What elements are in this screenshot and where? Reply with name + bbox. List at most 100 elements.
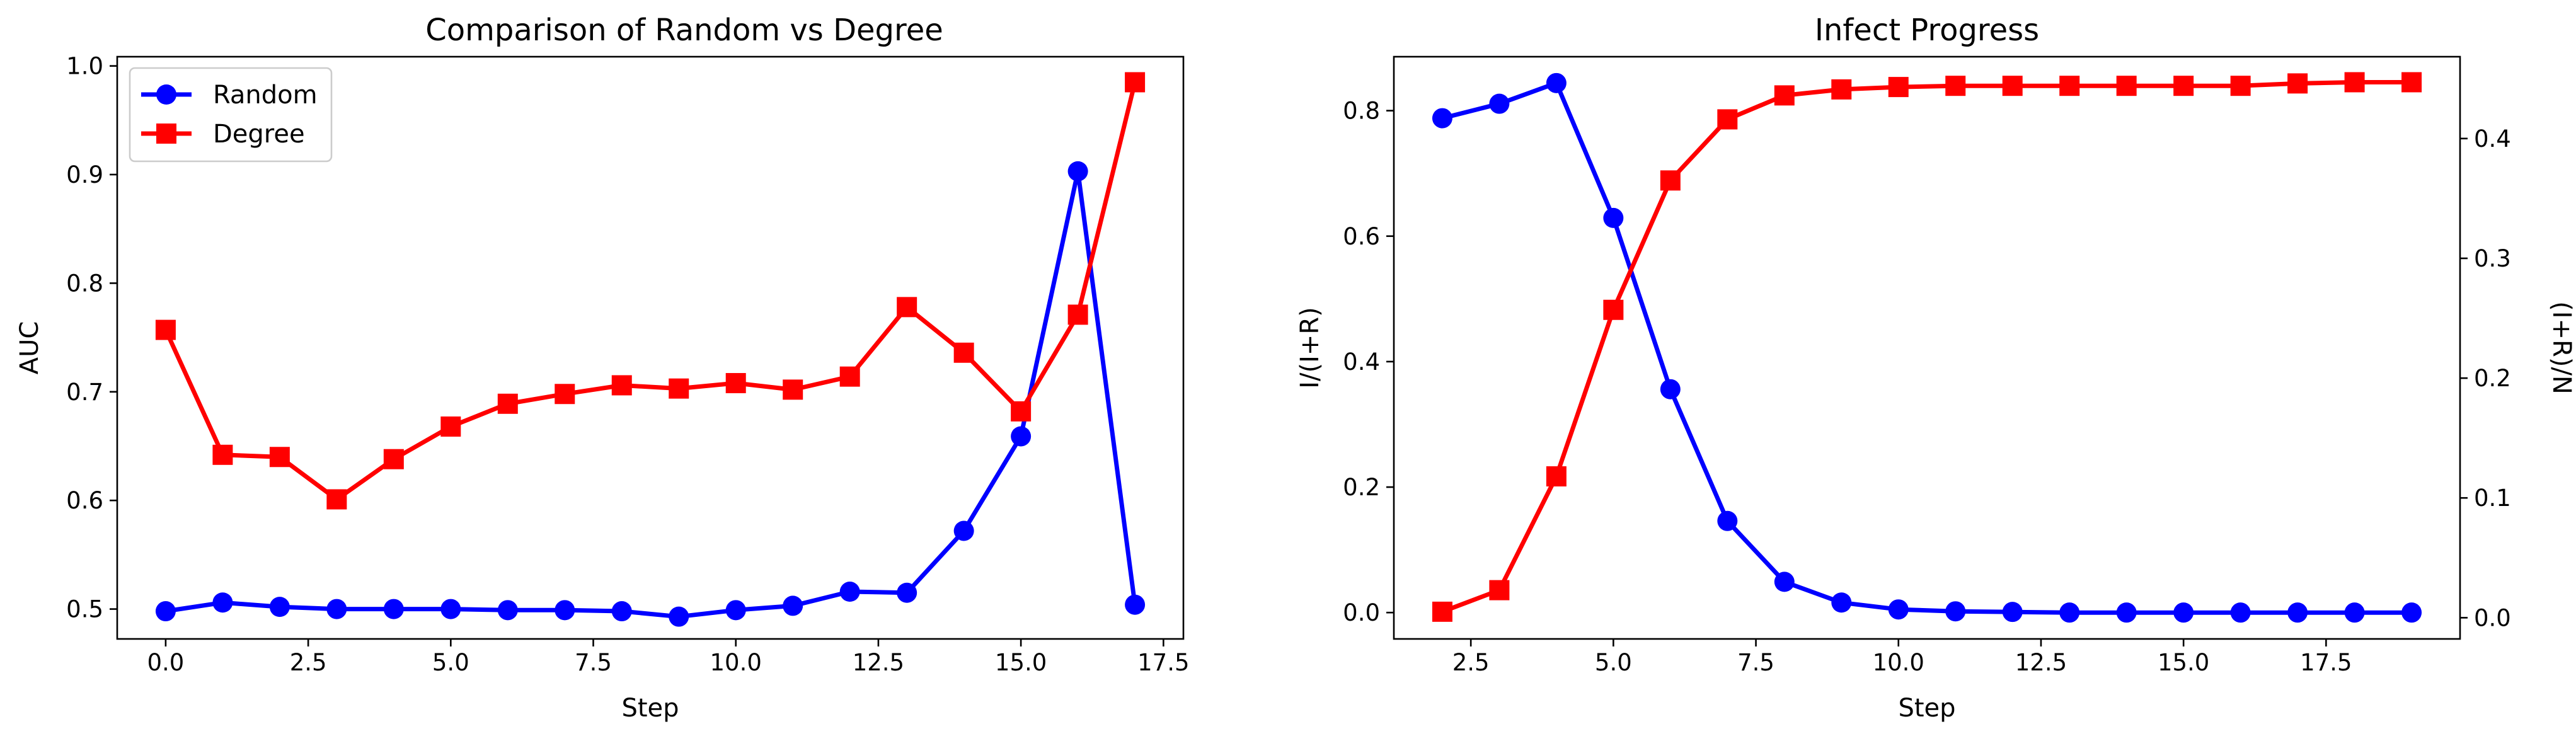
x-axis-ticks: 2.5 5.0 7.5 10.0 12.5 15.0 17.5 <box>1452 639 2352 676</box>
series-infected-ratio-point <box>1831 592 1852 613</box>
series-infected-ratio-point <box>1945 601 1966 622</box>
series-affected-fraction-point <box>1432 601 1452 622</box>
infect-x-tick-label: 7.5 <box>1737 649 1774 676</box>
series-random-point <box>783 595 803 616</box>
auc-x-tick-label: 7.5 <box>575 649 612 676</box>
series-infected-ratio-point <box>2173 602 2194 623</box>
series-infected-ratio-point <box>2287 602 2308 623</box>
right-y-axis-ticks: 0.0 0.1 0.2 0.3 0.4 <box>2460 125 2511 631</box>
chart-title: Comparison of Random vs Degree <box>425 13 943 48</box>
legend-label-degree: Degree <box>213 120 305 149</box>
series-affected-fraction-point <box>2059 76 2080 96</box>
series-random-point <box>1067 161 1088 181</box>
auc-y-tick-label: 0.5 <box>66 596 103 623</box>
infect-left-y-tick-label: 0.2 <box>1343 474 1380 501</box>
series-infected-ratio-point <box>1660 379 1681 399</box>
series-affected-fraction-point <box>1546 466 1567 487</box>
auc-y-tick-label: 0.6 <box>66 487 103 514</box>
series-infected-ratio-point <box>1603 207 1624 228</box>
series-degree-point <box>212 444 233 465</box>
series-affected-fraction-point <box>2002 76 2023 96</box>
series-layer <box>1432 72 2422 623</box>
series-affected-fraction-point <box>1489 580 1510 600</box>
x-axis-label: Step <box>1898 694 1955 723</box>
infect-right-y-tick-label: 0.0 <box>2474 604 2511 631</box>
series-infected-ratio-point <box>2002 602 2023 623</box>
infect-x-tick-label: 2.5 <box>1452 649 1490 676</box>
series-random-point <box>725 600 746 621</box>
series-random-point <box>897 582 917 603</box>
series-affected-fraction-point <box>1660 170 1681 191</box>
series-infected-ratio-point <box>2059 602 2080 623</box>
infect-x-tick-label: 5.0 <box>1595 649 1632 676</box>
series-random-point <box>269 597 290 618</box>
series-affected-fraction-point <box>1717 109 1738 130</box>
series-degree-point <box>725 373 746 394</box>
series-degree-point <box>440 416 461 437</box>
series-random-point <box>440 599 461 619</box>
series-affected-fraction-point <box>1774 85 1795 106</box>
auc-x-tick-label: 12.5 <box>853 649 904 676</box>
left-y-axis-label: I/(I+R) <box>1296 307 1325 389</box>
auc-x-tick-label: 5.0 <box>432 649 469 676</box>
infect-left-y-tick-label: 0.0 <box>1343 599 1380 626</box>
infect-right-y-tick-label: 0.4 <box>2474 125 2511 152</box>
infect-progress-chart: Infect Progress 2.5 5.0 7.5 10.0 12.5 15.0 17.… <box>1296 13 2576 723</box>
series-degree-point <box>383 449 404 469</box>
series-random-point <box>839 582 860 602</box>
legend-frame <box>129 67 333 163</box>
series-degree-point <box>839 366 860 387</box>
series-infected-ratio-point <box>1888 599 1909 620</box>
plot-frame <box>1393 55 2461 640</box>
plot-frame <box>116 55 1185 640</box>
series-random-point <box>1011 426 1032 447</box>
auc-y-tick-label: 1.0 <box>66 53 103 80</box>
series-random-point <box>669 606 689 627</box>
infect-right-y-tick-label: 0.3 <box>2474 245 2511 272</box>
y-axis-ticks: 0.5 0.6 0.7 0.8 0.9 1.0 <box>66 53 117 623</box>
series-affected-fraction-point <box>2116 76 2137 96</box>
y-axis-label: AUC <box>15 321 44 375</box>
series-degree-point <box>326 489 347 510</box>
infect-right-y-tick-label: 0.1 <box>2474 485 2511 512</box>
series-affected-fraction-point <box>1888 77 1909 98</box>
infect-left-y-tick-label: 0.8 <box>1343 98 1380 125</box>
series-infected-ratio-point <box>1432 108 1452 129</box>
legend-label-random: Random <box>213 81 318 110</box>
series-infected-ratio-point <box>2230 602 2251 623</box>
series-affected-fraction-point <box>1945 76 1966 96</box>
infect-x-tick-label: 10.0 <box>1873 649 1924 676</box>
series-infected-ratio-point <box>1717 510 1738 531</box>
series-affected-fraction-point <box>2344 72 2365 93</box>
series-random-point <box>555 600 575 621</box>
series-random-point <box>326 599 347 619</box>
auc-x-tick-label: 17.5 <box>1137 649 1189 676</box>
x-axis-ticks: 0.0 2.5 5.0 7.5 10.0 12.5 15.0 17.5 <box>147 639 1190 676</box>
series-affected-fraction-point <box>2401 72 2422 93</box>
series-random-point <box>383 599 404 619</box>
chart-title: Infect Progress <box>1815 13 2039 48</box>
series-infected-ratio-point <box>2344 602 2365 623</box>
legend-marker-degree <box>156 123 176 144</box>
series-degree-point <box>783 379 803 400</box>
series-random-point <box>1125 594 1146 615</box>
series-random-point <box>611 601 632 622</box>
infect-x-tick-label: 17.5 <box>2300 649 2352 676</box>
series-layer <box>155 72 1146 627</box>
series-degree-point <box>953 342 974 363</box>
infect-left-y-tick-label: 0.6 <box>1343 223 1380 250</box>
auc-y-tick-label: 0.8 <box>66 270 103 297</box>
series-infected-ratio-point <box>2116 602 2137 623</box>
series-infected-ratio-point <box>1774 572 1795 592</box>
auc-y-tick-label: 0.9 <box>66 161 103 188</box>
series-degree-point <box>897 297 917 318</box>
auc-x-tick-label: 10.0 <box>710 649 762 676</box>
series-infected-ratio-point <box>1546 72 1567 93</box>
series-affected-fraction-point <box>2173 76 2194 96</box>
auc-comparison-chart: Comparison of Random vs Degree 0.0 2.5 5.0… <box>15 13 1190 723</box>
auc-x-tick-label: 2.5 <box>290 649 327 676</box>
series-random-point <box>155 601 176 622</box>
series-affected-fraction-point <box>2230 76 2251 96</box>
